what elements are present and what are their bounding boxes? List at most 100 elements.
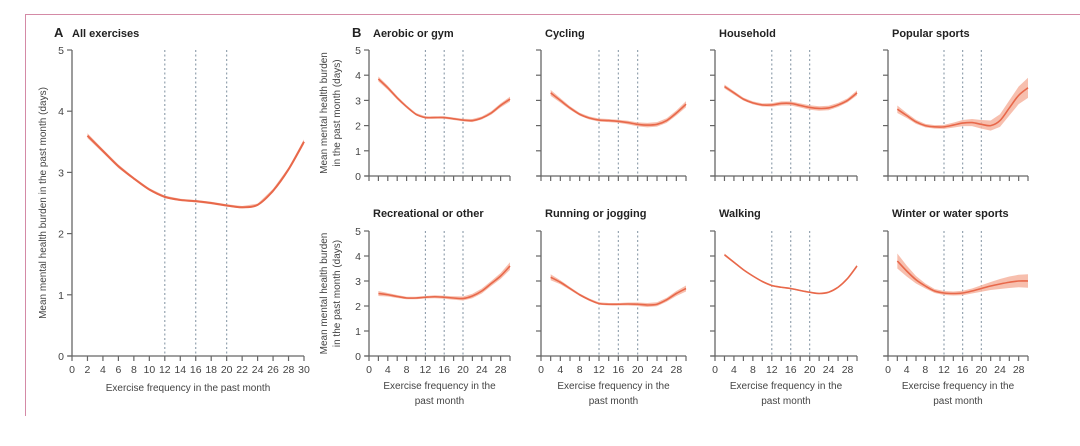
panel-title: Cycling	[545, 28, 585, 40]
y-tick-label: 2	[58, 229, 64, 241]
x-tick-label: 28	[842, 364, 854, 376]
x-tick-label: 8	[750, 364, 756, 376]
y-tick-label: 0	[355, 171, 361, 183]
x-tick-label: 0	[69, 364, 75, 376]
panel-title: Winter or water sports	[892, 208, 1009, 220]
y-axis-label: Mean mental health burden in the past mo…	[38, 87, 49, 319]
y-tick-label: 0	[58, 351, 64, 363]
x-tick-label: 4	[731, 364, 737, 376]
y-tick-label: 1	[58, 290, 64, 302]
x-axis-label: past month	[761, 396, 810, 407]
x-tick-label: 8	[131, 364, 137, 376]
y-axis-label: in the past month (days)	[332, 240, 343, 347]
frame-border-top	[25, 14, 1080, 15]
x-tick-label: 28	[495, 364, 507, 376]
x-tick-label: 24	[651, 364, 663, 376]
y-tick-label: 5	[58, 45, 64, 57]
x-tick-label: 16	[785, 364, 797, 376]
x-axis-label: Exercise frequency in the past month	[106, 383, 271, 394]
panel-title: Walking	[719, 208, 761, 220]
y-tick-label: 3	[355, 95, 361, 107]
panel-title: Popular sports	[892, 28, 970, 40]
x-tick-label: 12	[593, 364, 605, 376]
y-tick-label: 5	[355, 45, 361, 57]
x-axis-label: Exercise frequency in the	[730, 381, 843, 392]
x-tick-label: 12	[766, 364, 778, 376]
x-axis-label: Exercise frequency in the	[383, 381, 496, 392]
y-tick-label: 2	[355, 301, 361, 313]
x-tick-label: 14	[174, 364, 186, 376]
x-tick-label: 12	[159, 364, 171, 376]
x-tick-label: 24	[994, 364, 1006, 376]
panel-walking: Walking 0 4 8 12 16 20 24 28 Exercise frequency i…	[710, 208, 858, 407]
panel-title: Aerobic or gym	[373, 28, 454, 40]
x-tick-label: 28	[1013, 364, 1025, 376]
x-tick-label: 0	[538, 364, 544, 376]
x-tick-label: 2	[85, 364, 91, 376]
x-tick-label: 16	[190, 364, 202, 376]
x-tick-label: 24	[823, 364, 835, 376]
x-tick-label: 16	[612, 364, 624, 376]
x-tick-label: 4	[557, 364, 563, 376]
x-tick-label: 24	[252, 364, 264, 376]
x-tick-label: 0	[712, 364, 718, 376]
frame-border-left	[25, 14, 26, 416]
x-axis-label: past month	[933, 396, 982, 407]
x-tick-label: 0	[885, 364, 891, 376]
panel-running-or-jogging: Running or jogging 0 4 8 12 16 20 24 28Exercise …	[536, 208, 687, 407]
x-tick-label: 20	[457, 364, 469, 376]
x-tick-label: 18	[205, 364, 217, 376]
confidence-band	[378, 262, 510, 301]
x-tick-label: 16	[957, 364, 969, 376]
x-tick-label: 24	[476, 364, 488, 376]
panel-title: Running or jogging	[545, 208, 646, 220]
x-tick-label: 8	[577, 364, 583, 376]
y-tick-label: 3	[58, 167, 64, 179]
x-axis-label: past month	[589, 396, 638, 407]
y-axis-label: Mean mental health burden	[319, 233, 330, 355]
x-tick-label: 20	[632, 364, 644, 376]
panel-household: Household	[710, 28, 858, 181]
x-tick-label: 8	[922, 364, 928, 376]
series-line	[723, 254, 858, 295]
y-tick-label: 1	[355, 146, 361, 158]
y-tick-label: 4	[355, 70, 361, 82]
x-tick-label: 4	[385, 364, 391, 376]
x-tick-label: 16	[438, 364, 450, 376]
y-tick-label: 4	[58, 106, 64, 118]
y-tick-label: 3	[355, 276, 361, 288]
x-tick-label: 12	[938, 364, 950, 376]
y-tick-label: 1	[355, 326, 361, 338]
x-axis-label: past month	[415, 396, 464, 407]
x-axis-label: Exercise frequency in the	[557, 381, 670, 392]
confidence-band	[550, 89, 686, 128]
x-tick-label: 30	[298, 364, 310, 376]
y-tick-label: 0	[355, 351, 361, 363]
panel-letter-b: B	[352, 25, 361, 40]
panel-title: All exercises	[72, 28, 139, 40]
y-tick-label: 2	[355, 121, 361, 133]
y-axis-label: in the past month (days)	[332, 59, 343, 166]
confidence-band	[724, 84, 857, 111]
panel-letter-a: A	[54, 25, 64, 40]
panel-popular-sports: Popular sports	[883, 28, 1029, 181]
x-tick-label: 28	[670, 364, 682, 376]
x-tick-label: 4	[904, 364, 910, 376]
y-axis-label: Mean mental health burden	[319, 52, 330, 174]
panel-aerobic-or-gym: Aerobic or gym 0 1 2 3 4 5 Mean mental health b…	[319, 28, 511, 183]
x-tick-label: 0	[366, 364, 372, 376]
x-axis-label: Exercise frequency in the	[902, 381, 1015, 392]
panel-title: Household	[719, 28, 776, 40]
x-tick-label: 12	[420, 364, 432, 376]
y-tick-label: 5	[355, 226, 361, 238]
x-tick-label: 4	[100, 364, 106, 376]
panel-cycling: Cycling	[536, 28, 687, 181]
x-tick-label: 10	[143, 364, 155, 376]
x-tick-label: 20	[221, 364, 233, 376]
y-tick-label: 4	[355, 251, 361, 263]
panel-winter-or-water-sports: Winter or water sports 0 4 8 12 16 20 24 28 Exerc…	[883, 208, 1029, 407]
